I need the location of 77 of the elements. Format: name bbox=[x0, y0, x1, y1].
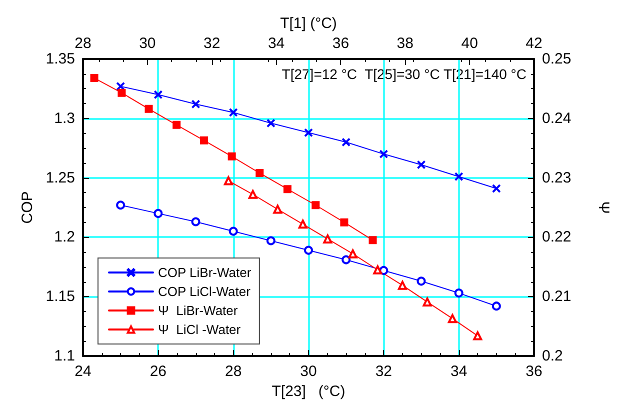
x-tick-label: 24 bbox=[74, 363, 92, 380]
legend-label: COP LiCl-Water bbox=[158, 284, 252, 299]
y-tick-label: 1.35 bbox=[46, 50, 75, 68]
x2-tick-label: 30 bbox=[139, 35, 156, 52]
legend-label: Ψ LiBr-Water bbox=[158, 303, 238, 318]
point bbox=[454, 288, 464, 298]
point bbox=[416, 276, 426, 286]
point bbox=[144, 104, 153, 113]
point bbox=[172, 120, 181, 129]
y2-axis-title: Ψ bbox=[595, 201, 612, 214]
point bbox=[492, 184, 500, 192]
y-axis-title: COP bbox=[18, 191, 36, 224]
point bbox=[342, 255, 351, 264]
point bbox=[342, 138, 350, 146]
y-tick-label: 1.15 bbox=[46, 288, 75, 306]
x-tick-label: 28 bbox=[224, 363, 242, 380]
x2-tick-label: 28 bbox=[74, 35, 92, 52]
y2-tick-label: 0.21 bbox=[542, 288, 572, 306]
point bbox=[417, 160, 426, 169]
point bbox=[90, 74, 98, 82]
point bbox=[304, 128, 312, 137]
x2-tick-label: 36 bbox=[332, 35, 350, 52]
point bbox=[191, 217, 200, 226]
point bbox=[368, 236, 377, 244]
legend-label: COP LiBr-Water bbox=[158, 265, 252, 280]
y2-tick-label: 0.2 bbox=[542, 348, 563, 364]
x2-tick-label: 32 bbox=[204, 35, 220, 52]
point bbox=[304, 246, 313, 255]
point bbox=[492, 302, 501, 311]
point bbox=[273, 204, 282, 214]
x-tick-label: 36 bbox=[526, 363, 542, 380]
y2-tick-label: 0.24 bbox=[542, 110, 572, 127]
point bbox=[473, 331, 482, 340]
point bbox=[398, 280, 407, 290]
point bbox=[283, 185, 292, 194]
point bbox=[348, 249, 358, 258]
point bbox=[312, 201, 320, 210]
point bbox=[379, 266, 388, 275]
y2-tick-label: 0.22 bbox=[542, 228, 572, 246]
point bbox=[266, 236, 276, 246]
point bbox=[229, 108, 238, 116]
point bbox=[228, 226, 238, 236]
x2-tick-label: 42 bbox=[526, 35, 542, 52]
y-tick-label: 1.3 bbox=[54, 110, 75, 127]
point bbox=[118, 88, 126, 97]
x2-tick-label: 38 bbox=[396, 35, 414, 52]
point bbox=[224, 176, 233, 186]
x-tick-label: 34 bbox=[450, 363, 468, 380]
legend-label: Ψ LiCl -Water bbox=[158, 322, 242, 337]
point bbox=[116, 200, 126, 210]
y-tick-label: 1.1 bbox=[54, 348, 75, 364]
point bbox=[248, 190, 258, 199]
x2-tick-label: 34 bbox=[268, 35, 285, 52]
y-tick-label: 1.25 bbox=[46, 169, 75, 186]
point bbox=[256, 169, 264, 178]
point bbox=[380, 150, 388, 158]
point bbox=[454, 172, 463, 181]
x-tick-label: 32 bbox=[375, 363, 392, 380]
point bbox=[200, 136, 208, 144]
point bbox=[154, 90, 162, 99]
point bbox=[266, 119, 275, 128]
point bbox=[228, 152, 236, 160]
x-tick-label: 30 bbox=[300, 363, 317, 380]
x2-tick-label: 40 bbox=[461, 35, 478, 52]
point bbox=[323, 234, 332, 244]
point bbox=[154, 208, 163, 218]
point bbox=[116, 82, 125, 90]
y2-tick-label: 0.23 bbox=[542, 169, 572, 186]
point bbox=[373, 265, 382, 274]
x-tick-label: 26 bbox=[150, 363, 167, 380]
point bbox=[340, 218, 348, 226]
y-tick-label: 1.2 bbox=[54, 228, 75, 246]
y2-tick-label: 0.25 bbox=[542, 50, 572, 68]
point bbox=[422, 297, 432, 306]
point bbox=[192, 100, 200, 108]
x-axis-title: T[23] (°C) bbox=[272, 382, 346, 400]
x2-axis-title: T[1] (°C) bbox=[280, 15, 337, 32]
